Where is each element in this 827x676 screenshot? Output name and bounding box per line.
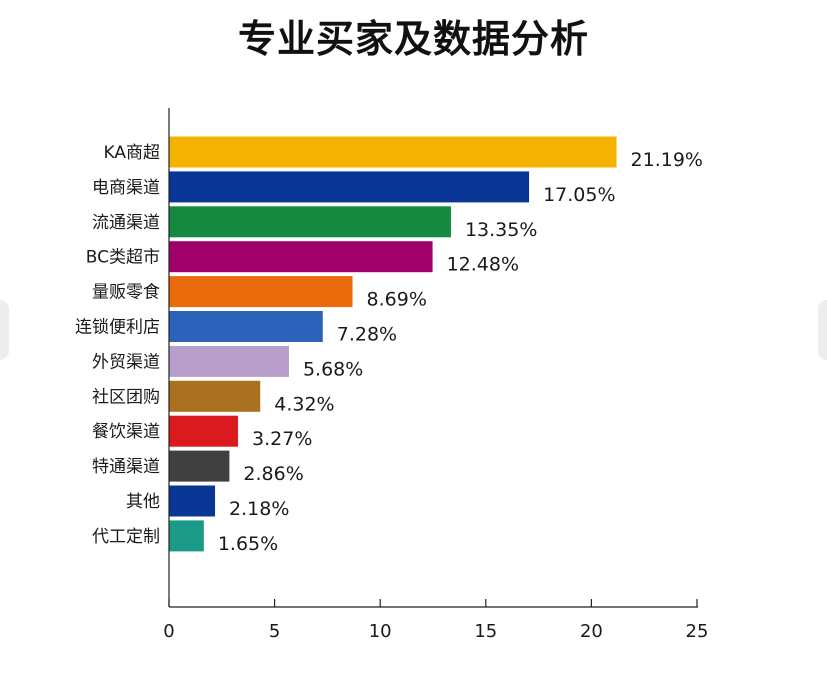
bar [169, 485, 216, 517]
value-label: 12.48% [447, 254, 519, 276]
bar [169, 380, 261, 412]
category-label: 代工定制 [92, 527, 160, 547]
category-label: 流通渠道 [92, 213, 160, 233]
bar [169, 276, 353, 308]
bar [169, 450, 230, 482]
category-label: 连锁便利店 [75, 318, 160, 338]
value-label: 4.32% [274, 393, 334, 415]
category-label: BC类超市 [86, 248, 160, 268]
bar [169, 206, 451, 238]
bar [169, 345, 289, 377]
category-label: 量贩零食 [92, 283, 160, 303]
bar [169, 241, 433, 273]
value-label: 2.86% [243, 463, 303, 485]
bar [169, 136, 617, 168]
value-label: 7.28% [337, 324, 397, 346]
bar [169, 311, 323, 342]
chart-title: 专业买家及数据分析 [237, 17, 589, 61]
x-tick-label: 25 [686, 621, 709, 642]
x-tick-label: 0 [163, 621, 174, 642]
value-label: 5.68% [303, 358, 363, 380]
category-label: 餐饮渠道 [92, 422, 160, 442]
bar [169, 171, 530, 203]
right-scroll-edge [818, 300, 827, 360]
category-label: 电商渠道 [92, 178, 160, 198]
x-tick-label: 15 [474, 621, 497, 642]
x-tick-label: 10 [369, 621, 392, 642]
x-tick-label: 5 [269, 621, 280, 642]
left-scroll-edge [0, 300, 9, 360]
value-label: 8.69% [367, 289, 427, 311]
category-label: 社区团购 [92, 387, 160, 407]
bar [169, 415, 239, 447]
bar [169, 520, 204, 552]
category-label: 特通渠道 [92, 457, 160, 477]
value-label: 1.65% [218, 533, 278, 555]
category-label: KA商超 [104, 143, 160, 163]
value-label: 2.18% [229, 498, 289, 520]
value-label: 17.05% [543, 184, 615, 206]
x-tick-label: 20 [580, 621, 603, 642]
category-label: 其他 [126, 492, 160, 512]
value-label: 21.19% [631, 149, 703, 171]
category-label: 外贸渠道 [92, 352, 160, 372]
value-label: 3.27% [252, 428, 312, 450]
value-label: 13.35% [465, 219, 537, 241]
